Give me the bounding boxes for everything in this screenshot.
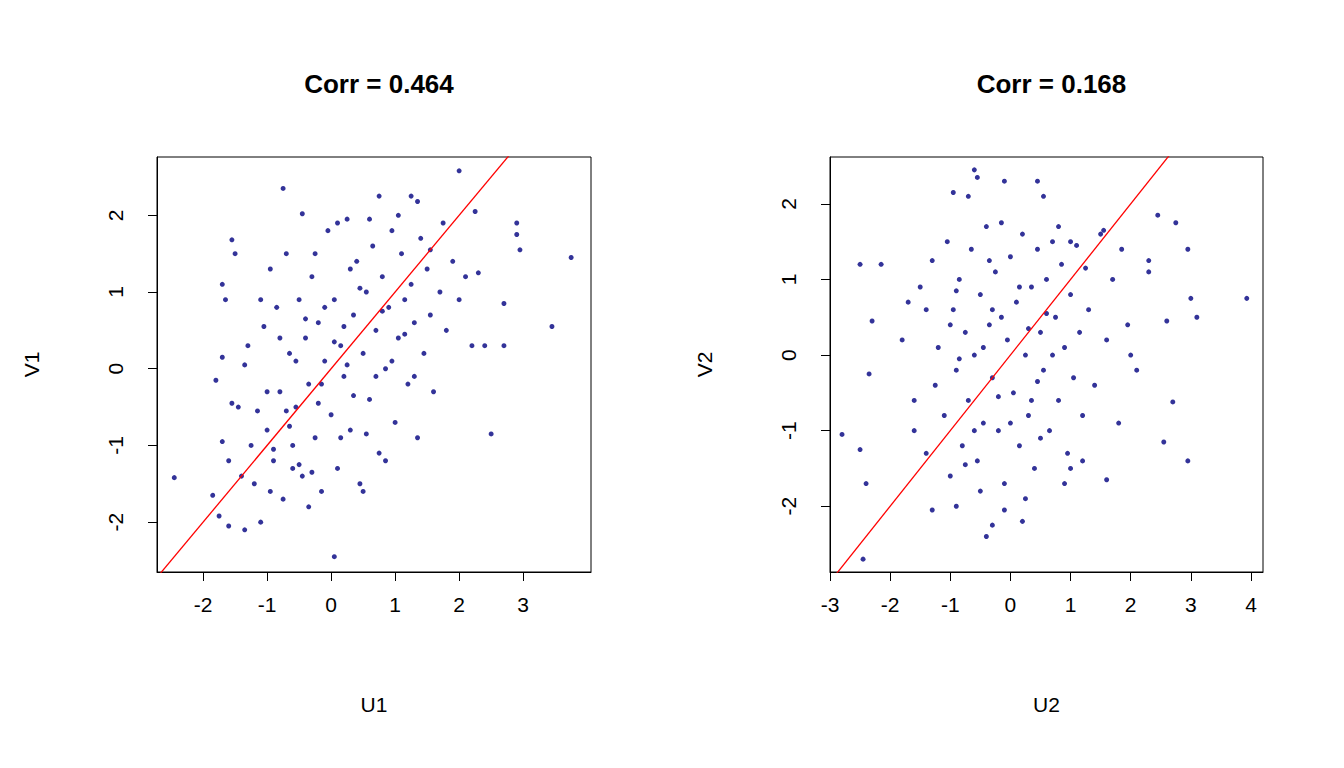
svg-text:-1: -1 bbox=[104, 436, 127, 455]
svg-text:-3: -3 bbox=[821, 593, 840, 616]
svg-text:Corr = 0.168: Corr = 0.168 bbox=[977, 69, 1127, 99]
svg-text:1: 1 bbox=[1065, 593, 1077, 616]
svg-text:3: 3 bbox=[517, 593, 529, 616]
svg-text:V1: V1 bbox=[20, 352, 43, 378]
svg-text:0: 0 bbox=[777, 349, 800, 361]
svg-text:2: 2 bbox=[1125, 593, 1137, 616]
svg-text:2: 2 bbox=[104, 209, 127, 221]
svg-text:U1: U1 bbox=[361, 693, 388, 716]
svg-text:2: 2 bbox=[777, 198, 800, 210]
svg-text:-1: -1 bbox=[258, 593, 277, 616]
svg-text:0: 0 bbox=[1005, 593, 1017, 616]
svg-text:0: 0 bbox=[104, 363, 127, 375]
svg-text:-2: -2 bbox=[777, 497, 800, 516]
svg-text:1: 1 bbox=[389, 593, 401, 616]
svg-text:1: 1 bbox=[777, 274, 800, 286]
svg-text:-2: -2 bbox=[104, 513, 127, 532]
svg-text:-2: -2 bbox=[194, 593, 213, 616]
svg-text:1: 1 bbox=[104, 286, 127, 298]
svg-text:-2: -2 bbox=[881, 593, 900, 616]
svg-text:-1: -1 bbox=[941, 593, 960, 616]
svg-text:V2: V2 bbox=[693, 352, 716, 378]
svg-text:0: 0 bbox=[325, 593, 337, 616]
svg-text:U2: U2 bbox=[1033, 693, 1060, 716]
svg-text:-1: -1 bbox=[777, 421, 800, 440]
svg-text:Corr = 0.464: Corr = 0.464 bbox=[304, 69, 454, 99]
svg-text:2: 2 bbox=[453, 593, 465, 616]
svg-text:4: 4 bbox=[1245, 593, 1257, 616]
svg-text:3: 3 bbox=[1185, 593, 1197, 616]
